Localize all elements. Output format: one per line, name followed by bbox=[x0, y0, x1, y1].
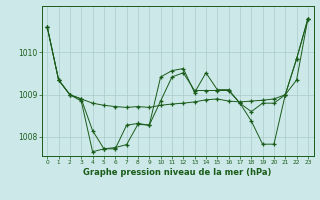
X-axis label: Graphe pression niveau de la mer (hPa): Graphe pression niveau de la mer (hPa) bbox=[84, 168, 272, 177]
